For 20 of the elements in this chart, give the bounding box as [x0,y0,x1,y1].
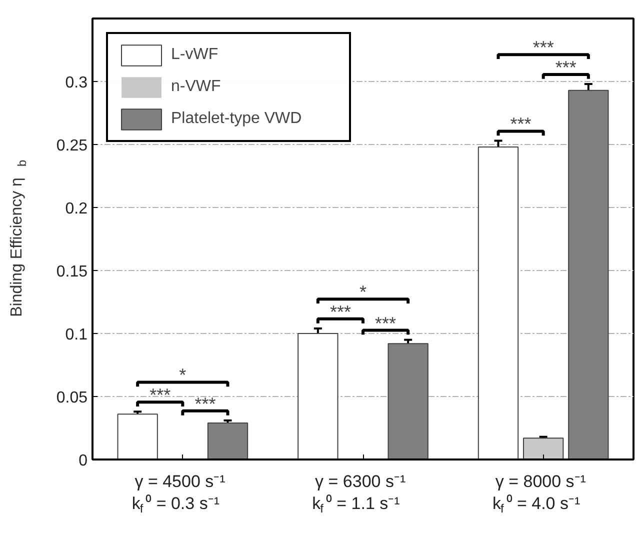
annotation: * [179,365,186,386]
legend-label: n-VWF [171,78,222,96]
y-tick-label: 0.3 [65,74,88,92]
annotation: *** [510,114,532,134]
annotation: *** [555,57,576,78]
legend-label: L-vWF [171,46,220,64]
annotation: *** [532,38,554,58]
y-tick-label: 0.25 [56,138,88,154]
annotation: * [360,282,367,302]
y-tick-label: 0.2 [65,200,88,218]
annotation: *** [330,302,351,322]
y-axis-title: Binding Efficiency ηb [8,160,29,317]
y-tick-label: 0.1 [65,326,88,344]
annotation: *** [150,385,171,406]
legend-label: Platelet-type VWD [171,110,303,128]
y-tick-label: 0.15 [56,264,88,280]
annotation: *** [194,394,216,414]
y-tick-label: 0.05 [56,390,88,406]
y-tick-label: 0 [78,452,88,470]
annotation: *** [375,313,396,334]
